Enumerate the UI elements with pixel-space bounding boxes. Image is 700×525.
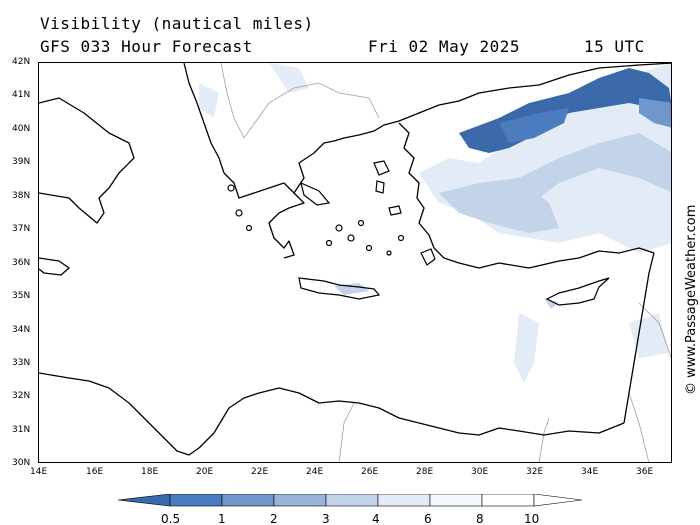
x-tick-label: 14E	[30, 467, 48, 477]
island-lesbos	[373, 160, 390, 176]
x-tick-label: 34E	[581, 467, 599, 477]
coastline-egypt	[39, 372, 625, 456]
shading-light-area	[544, 298, 559, 309]
island-cyclades	[357, 219, 365, 227]
visibility-colorbar	[118, 494, 583, 507]
x-tick-label: 28E	[416, 467, 434, 477]
model-run-label: GFS 033 Hour Forecast	[40, 37, 253, 56]
colorbar-swatch	[325, 494, 379, 507]
colorbar-swatch	[377, 494, 431, 507]
y-tick-label: 38N	[12, 191, 31, 201]
x-tick-label: 30E	[471, 467, 489, 477]
x-tick-label: 24E	[306, 467, 324, 477]
border-line	[318, 82, 380, 119]
island-ionian	[235, 209, 243, 217]
colorbar-label: 6	[424, 512, 432, 525]
map-canvas	[39, 63, 671, 462]
y-tick-label: 31N	[12, 425, 31, 435]
island-cyclades	[365, 244, 373, 252]
colorbar-label: 1	[218, 512, 226, 525]
y-tick-label: 36N	[12, 258, 31, 268]
y-tick-label: 41N	[12, 90, 31, 100]
shading-dark-area	[499, 108, 569, 143]
x-tick-label: 26E	[361, 467, 379, 477]
shading-light-area	[199, 83, 219, 118]
coastline-turkey-south	[498, 247, 655, 269]
coastlines	[39, 63, 671, 456]
y-tick-label: 34N	[12, 325, 31, 335]
x-tick-label: 22E	[251, 467, 269, 477]
map-frame	[38, 62, 672, 463]
colorbar-swatch	[481, 494, 535, 507]
coastline-sicily	[39, 257, 70, 276]
border-line	[628, 392, 650, 462]
y-tick-label: 37N	[12, 224, 31, 234]
coastline-greece-north	[293, 100, 460, 194]
credit-watermark: © www.PassageWeather.com	[684, 205, 699, 395]
island-rhodes	[420, 248, 436, 266]
island-cyclades	[347, 234, 355, 242]
coastline-greece-mainland	[223, 172, 305, 259]
credit-text: © www.PassageWeather.com	[684, 205, 699, 395]
colorbar-label: 0.5	[161, 512, 181, 525]
colorbar-label: 3	[322, 512, 330, 525]
x-tick-label: 32E	[526, 467, 544, 477]
island-dodecanese	[386, 250, 392, 256]
colorbar-label: 10	[524, 512, 540, 525]
shading-light-area	[269, 63, 309, 93]
colorbar-swatch	[429, 494, 483, 507]
y-tick-label: 39N	[12, 157, 31, 167]
shading-light-area	[509, 133, 671, 198]
colorbar-swatch-highest	[533, 494, 583, 507]
island-chios	[375, 180, 385, 194]
border-line	[243, 82, 320, 139]
colorbar-label: 2	[270, 512, 278, 525]
shading-light-area	[334, 283, 369, 295]
border-line	[638, 302, 671, 359]
y-tick-label: 40N	[12, 124, 31, 134]
colorbar-label: 4	[372, 512, 380, 525]
colorbar-swatch	[221, 494, 275, 507]
colorbar-swatch	[169, 494, 223, 507]
y-tick-label: 32N	[12, 391, 31, 401]
islands	[227, 160, 610, 306]
x-tick-label: 16E	[86, 467, 104, 477]
shading-light-area	[629, 313, 669, 358]
coastline-italy	[39, 97, 135, 224]
x-tick-label: 36E	[636, 467, 654, 477]
island-cyprus	[545, 277, 610, 306]
y-tick-label: 30N	[12, 458, 31, 468]
border-line	[338, 402, 355, 462]
country-borders	[220, 63, 671, 462]
coastline-levant	[623, 252, 655, 424]
island-crete	[298, 277, 381, 300]
coastline-adriatic-east	[183, 63, 225, 174]
y-tick-label: 33N	[12, 358, 31, 368]
colorbar-swatch-lowest	[118, 494, 171, 507]
y-tick-label: 35N	[12, 291, 31, 301]
border-line	[220, 63, 245, 139]
map-title: Visibility (nautical miles)	[40, 14, 314, 33]
shading-light-area	[514, 313, 539, 383]
forecast-date: Fri 02 May 2025	[368, 37, 520, 56]
shading-medium-area	[639, 98, 671, 128]
island-ionian	[227, 184, 235, 192]
coastline-turkey-west	[398, 122, 500, 269]
x-tick-label: 20E	[196, 467, 214, 477]
island-cyclades	[325, 239, 333, 247]
x-tick-label: 18E	[141, 467, 159, 477]
island-euboea	[300, 181, 331, 206]
island-ionian	[245, 224, 253, 232]
coastline-black-sea	[458, 63, 671, 102]
island-dodecanese	[397, 234, 405, 242]
visibility-shading	[199, 63, 671, 383]
colorbar-label: 8	[476, 512, 484, 525]
island-cyclades	[335, 224, 343, 232]
forecast-time: 15 UTC	[584, 37, 645, 56]
colorbar-swatch	[273, 494, 327, 507]
border-line	[538, 417, 550, 462]
y-tick-label: 42N	[12, 57, 31, 67]
island-samos	[388, 205, 402, 216]
